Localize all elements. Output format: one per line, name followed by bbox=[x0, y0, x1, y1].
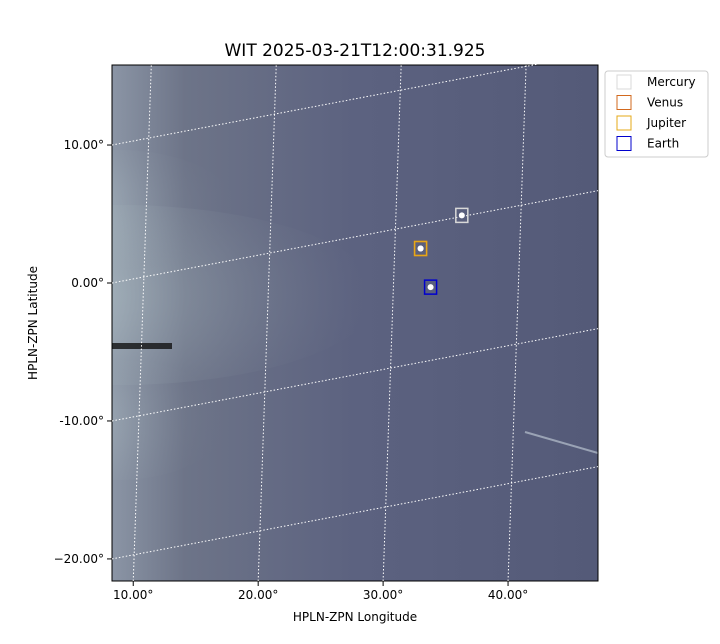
x-tick-label: 20.00° bbox=[238, 588, 278, 602]
legend-swatch bbox=[616, 115, 632, 131]
object-marker bbox=[413, 240, 428, 257]
y-tick-label: 0.00° bbox=[71, 276, 104, 290]
legend-label: Jupiter bbox=[646, 116, 686, 130]
object-marker bbox=[423, 279, 438, 295]
legend-swatch bbox=[616, 74, 632, 90]
x-axis-label: HPLN-ZPN Longitude bbox=[293, 610, 417, 624]
object-marker bbox=[455, 207, 469, 224]
object-dot bbox=[458, 212, 465, 219]
plot-frame bbox=[111, 64, 599, 582]
legend-label: Venus bbox=[647, 96, 683, 110]
x-tick-label: 30.00° bbox=[363, 588, 403, 602]
y-axis-label: HPLN-ZPN Latitude bbox=[26, 266, 40, 380]
legend-swatch bbox=[616, 136, 632, 151]
legend-label: Earth bbox=[647, 137, 679, 151]
legend-label: Mercury bbox=[647, 75, 696, 89]
chart-title: WIT 2025-03-21T12:00:31.925 bbox=[225, 41, 486, 61]
y-tick-label: −20.00° bbox=[54, 552, 104, 566]
legend-swatch bbox=[616, 95, 632, 110]
y-tick-label: 10.00° bbox=[64, 138, 104, 152]
x-tick-label: 10.00° bbox=[113, 588, 153, 602]
y-tick-label: -10.00° bbox=[59, 414, 104, 428]
object-dot bbox=[417, 245, 424, 252]
image bbox=[112, 65, 598, 581]
x-tick-label: 40.00° bbox=[488, 588, 528, 602]
object-dot bbox=[427, 284, 434, 291]
legend bbox=[604, 70, 709, 158]
